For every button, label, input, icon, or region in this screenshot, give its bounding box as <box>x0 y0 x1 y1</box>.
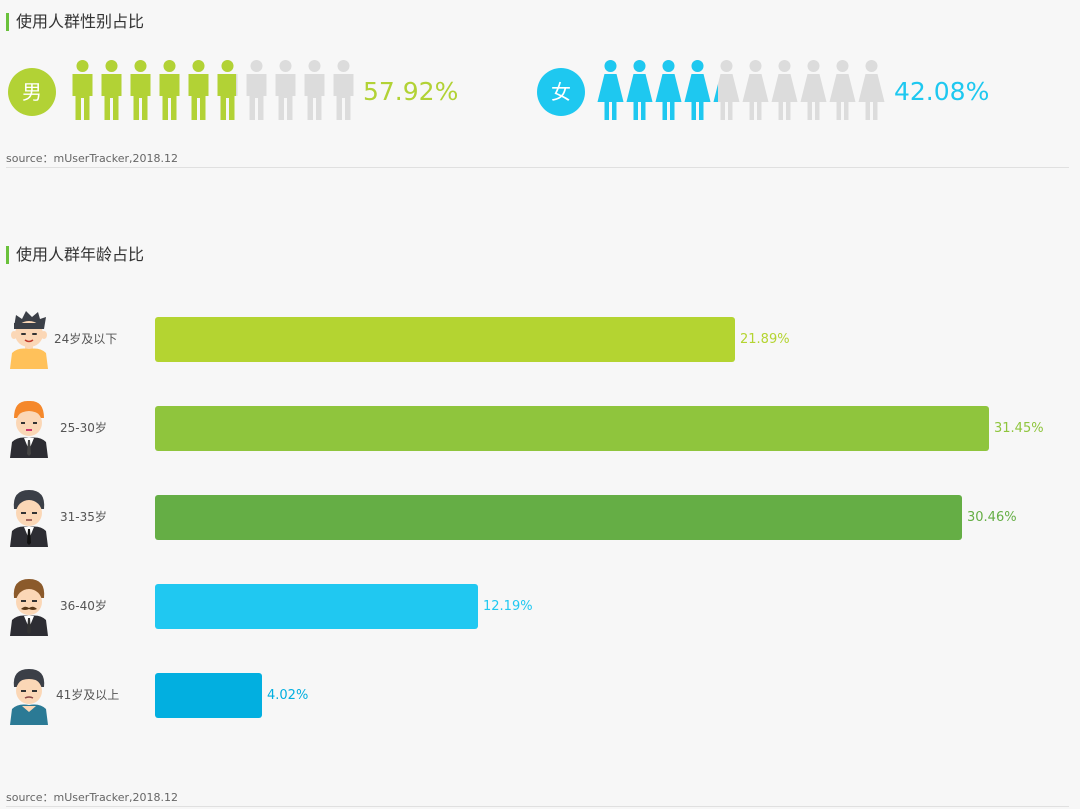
bar-value-label: 30.46% <box>967 510 1017 525</box>
age-source: source：mUserTracker,2018.12 <box>6 791 178 804</box>
male-person-icons <box>72 60 354 120</box>
bar-value-label: 31.45% <box>994 421 1044 436</box>
female-percentage: 42.08% <box>894 77 990 106</box>
age-row: 31-35岁 30.46% <box>0 487 1080 547</box>
young-man-avatar-icon <box>10 400 48 458</box>
age-section-title: 使用人群年龄占比 <box>6 246 144 264</box>
bar <box>155 495 962 540</box>
female-person-icon <box>829 60 856 120</box>
age-label: 41岁及以上 <box>56 688 120 702</box>
bar-value-label: 12.19% <box>483 599 533 614</box>
gender-row: 男 57.92% 女 42.08% <box>0 56 1080 128</box>
businessman-avatar-icon <box>10 490 48 547</box>
age-label: 36-40岁 <box>60 599 107 613</box>
gender-divider <box>6 167 1069 168</box>
older-man-avatar-icon <box>10 669 48 725</box>
female-circle-icon: 女 <box>537 68 585 116</box>
bar <box>155 317 735 362</box>
age-label: 25-30岁 <box>60 421 107 435</box>
age-label: 24岁及以下 <box>54 332 118 346</box>
bar <box>155 406 989 451</box>
age-row: 24岁及以下 21.89% <box>0 309 1080 369</box>
mustache-man-avatar-icon <box>10 579 48 636</box>
age-row: 25-30岁 31.45% <box>0 398 1080 458</box>
female-person-icons <box>597 60 885 120</box>
bar-value-label: 21.89% <box>740 332 790 347</box>
age-label: 31-35岁 <box>60 510 107 524</box>
male-percentage: 57.92% <box>363 77 459 106</box>
male-person-icon <box>246 60 267 120</box>
age-row: 36-40岁 12.19% <box>0 576 1080 636</box>
gender-section-title: 使用人群性别占比 <box>6 13 144 31</box>
bar <box>155 584 478 629</box>
bar <box>155 673 262 718</box>
female-person-icon <box>713 60 740 120</box>
female-person-icon <box>771 60 798 120</box>
male-person-icon <box>304 60 325 120</box>
male-person-icon <box>333 60 354 120</box>
male-circle-icon: 男 <box>8 68 56 116</box>
bar-value-label: 4.02% <box>267 688 309 703</box>
boy-avatar-icon <box>10 311 48 369</box>
female-person-icon <box>858 60 885 120</box>
age-row: 41岁及以上 4.02% <box>0 665 1080 725</box>
female-person-icon <box>742 60 769 120</box>
gender-source: source：mUserTracker,2018.12 <box>6 152 178 165</box>
male-person-icon <box>275 60 296 120</box>
female-person-icon <box>800 60 827 120</box>
age-divider <box>6 806 1069 807</box>
